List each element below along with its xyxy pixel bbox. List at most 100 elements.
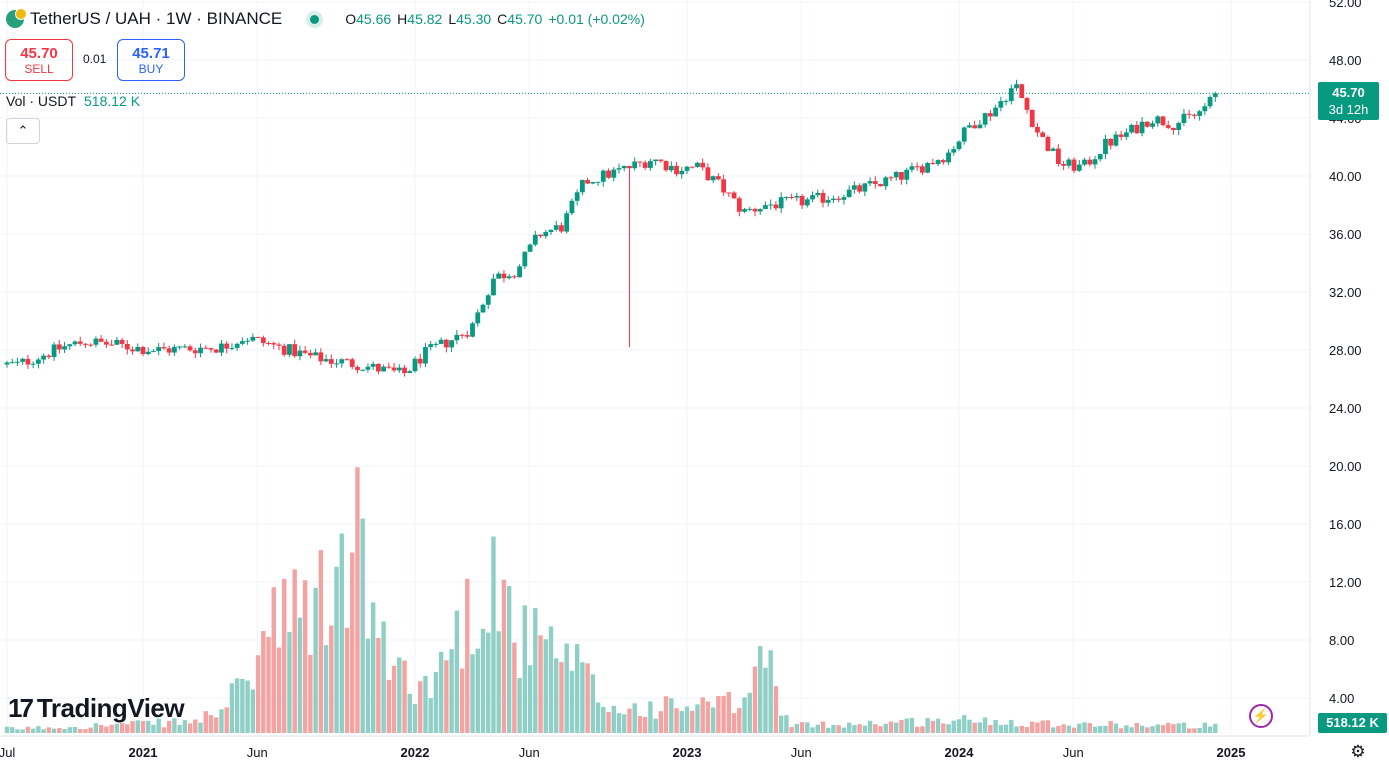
volume-bar (506, 586, 512, 733)
ohlc-low-value: 45.30 (456, 11, 492, 27)
volume-bar (36, 726, 41, 733)
candle-body (857, 185, 863, 192)
price-tick-label: 36.00 (1329, 227, 1362, 242)
candle-body (1113, 134, 1119, 146)
candle-body (564, 213, 570, 232)
volume-bar (1098, 725, 1103, 733)
candle-body (1014, 84, 1019, 89)
candle-body (846, 189, 852, 198)
candle-body (1171, 127, 1176, 131)
buy-button[interactable]: 45.71 BUY (117, 39, 185, 81)
candle-body (213, 349, 219, 353)
volume-bar (187, 723, 193, 733)
candle-body (360, 369, 366, 371)
volume-bar (590, 674, 596, 733)
volume-bar (559, 662, 564, 733)
candle-body (443, 339, 449, 348)
tradingview-logo[interactable]: 17 TradingView (8, 693, 185, 724)
candle-body (20, 358, 26, 362)
candle-body (1097, 154, 1103, 160)
volume-bar (805, 722, 810, 733)
candle-body (449, 340, 455, 348)
volume-bar (690, 710, 695, 733)
volume-bar (245, 680, 250, 733)
volume-bar (470, 654, 475, 733)
volume-bar (255, 655, 261, 733)
volume-bar (538, 635, 543, 733)
candle-body (192, 350, 198, 354)
volume-bar (632, 703, 637, 733)
volume-bars (4, 467, 1218, 733)
candle-body (281, 345, 287, 355)
volume-legend[interactable]: Vol · USDT 518.12 K (6, 93, 140, 109)
candle-body (736, 198, 742, 212)
candle-body (930, 163, 936, 165)
volume-bar (554, 658, 559, 733)
volume-bar (988, 725, 993, 733)
candle-body (684, 166, 690, 171)
volume-bar (344, 627, 350, 733)
candle-body (4, 362, 10, 365)
volume-bar (674, 708, 679, 733)
candle-body (998, 101, 1004, 108)
candle-body (287, 344, 292, 355)
lightning-icon[interactable]: ⚡ (1249, 704, 1273, 728)
price-axis[interactable]: 52.0048.0044.0040.0036.0032.0028.0024.00… (1309, 0, 1362, 736)
candle-body (538, 234, 543, 237)
volume-bar (214, 717, 219, 733)
candle-body (355, 366, 360, 371)
candle-body (893, 172, 899, 178)
candle-body (836, 198, 842, 200)
candle-body (527, 244, 533, 252)
volume-bar (946, 724, 951, 733)
volume-bar (684, 706, 690, 733)
volume-bar (616, 713, 622, 733)
candle-body (653, 159, 659, 162)
volume-bar (548, 626, 554, 733)
candle-body (689, 166, 695, 168)
candle-body (600, 170, 606, 182)
volume-bar (491, 536, 496, 733)
candle-body (940, 160, 946, 163)
volume-bar (1129, 727, 1134, 733)
ohlc-close-value: 45.70 (507, 11, 543, 27)
volume-bar (114, 723, 120, 733)
candle-body (475, 312, 481, 324)
volume-bar (726, 691, 732, 733)
sell-button[interactable]: 45.70 SELL (5, 39, 73, 81)
volume-bar (993, 719, 998, 733)
volume-bar (857, 724, 862, 733)
candle-body (946, 152, 951, 163)
candle-body (255, 336, 261, 338)
candle-body (1071, 159, 1077, 171)
candle-body (1165, 125, 1171, 128)
volume-bar (109, 724, 114, 733)
time-tick-label: 2022 (401, 745, 430, 760)
candle-body (658, 159, 664, 162)
volume-bar (601, 706, 606, 733)
volume-bar (496, 631, 501, 733)
candle-body (417, 358, 423, 364)
volume-bar (574, 644, 580, 733)
settings-icon[interactable]: ⚙ (1350, 742, 1366, 761)
bar-countdown: 3d 12h (1328, 102, 1369, 117)
candle-body (632, 161, 638, 169)
candle-body (292, 344, 298, 357)
volume-bar (177, 724, 182, 733)
candle-body (1134, 124, 1140, 134)
collapse-legend-button[interactable]: ⌃ (6, 118, 40, 144)
candle-body (203, 347, 209, 349)
candle-body (381, 366, 387, 372)
symbol-title[interactable]: TetherUS / UAH · 1W · BINANCE (30, 9, 283, 28)
time-axis[interactable]: Jul 2021 Jun 2022 Jun 2023 Jun 2024 Jun 2025 (0, 735, 1309, 760)
candle-body (956, 141, 962, 150)
volume-bar (1139, 725, 1145, 733)
candle-body (145, 351, 151, 354)
candle-body (464, 335, 470, 337)
volume-bar (423, 676, 428, 733)
volume-bar (1108, 721, 1113, 733)
volume-bar (763, 667, 768, 733)
volume-bar (533, 608, 538, 733)
volume-bar (873, 724, 878, 733)
